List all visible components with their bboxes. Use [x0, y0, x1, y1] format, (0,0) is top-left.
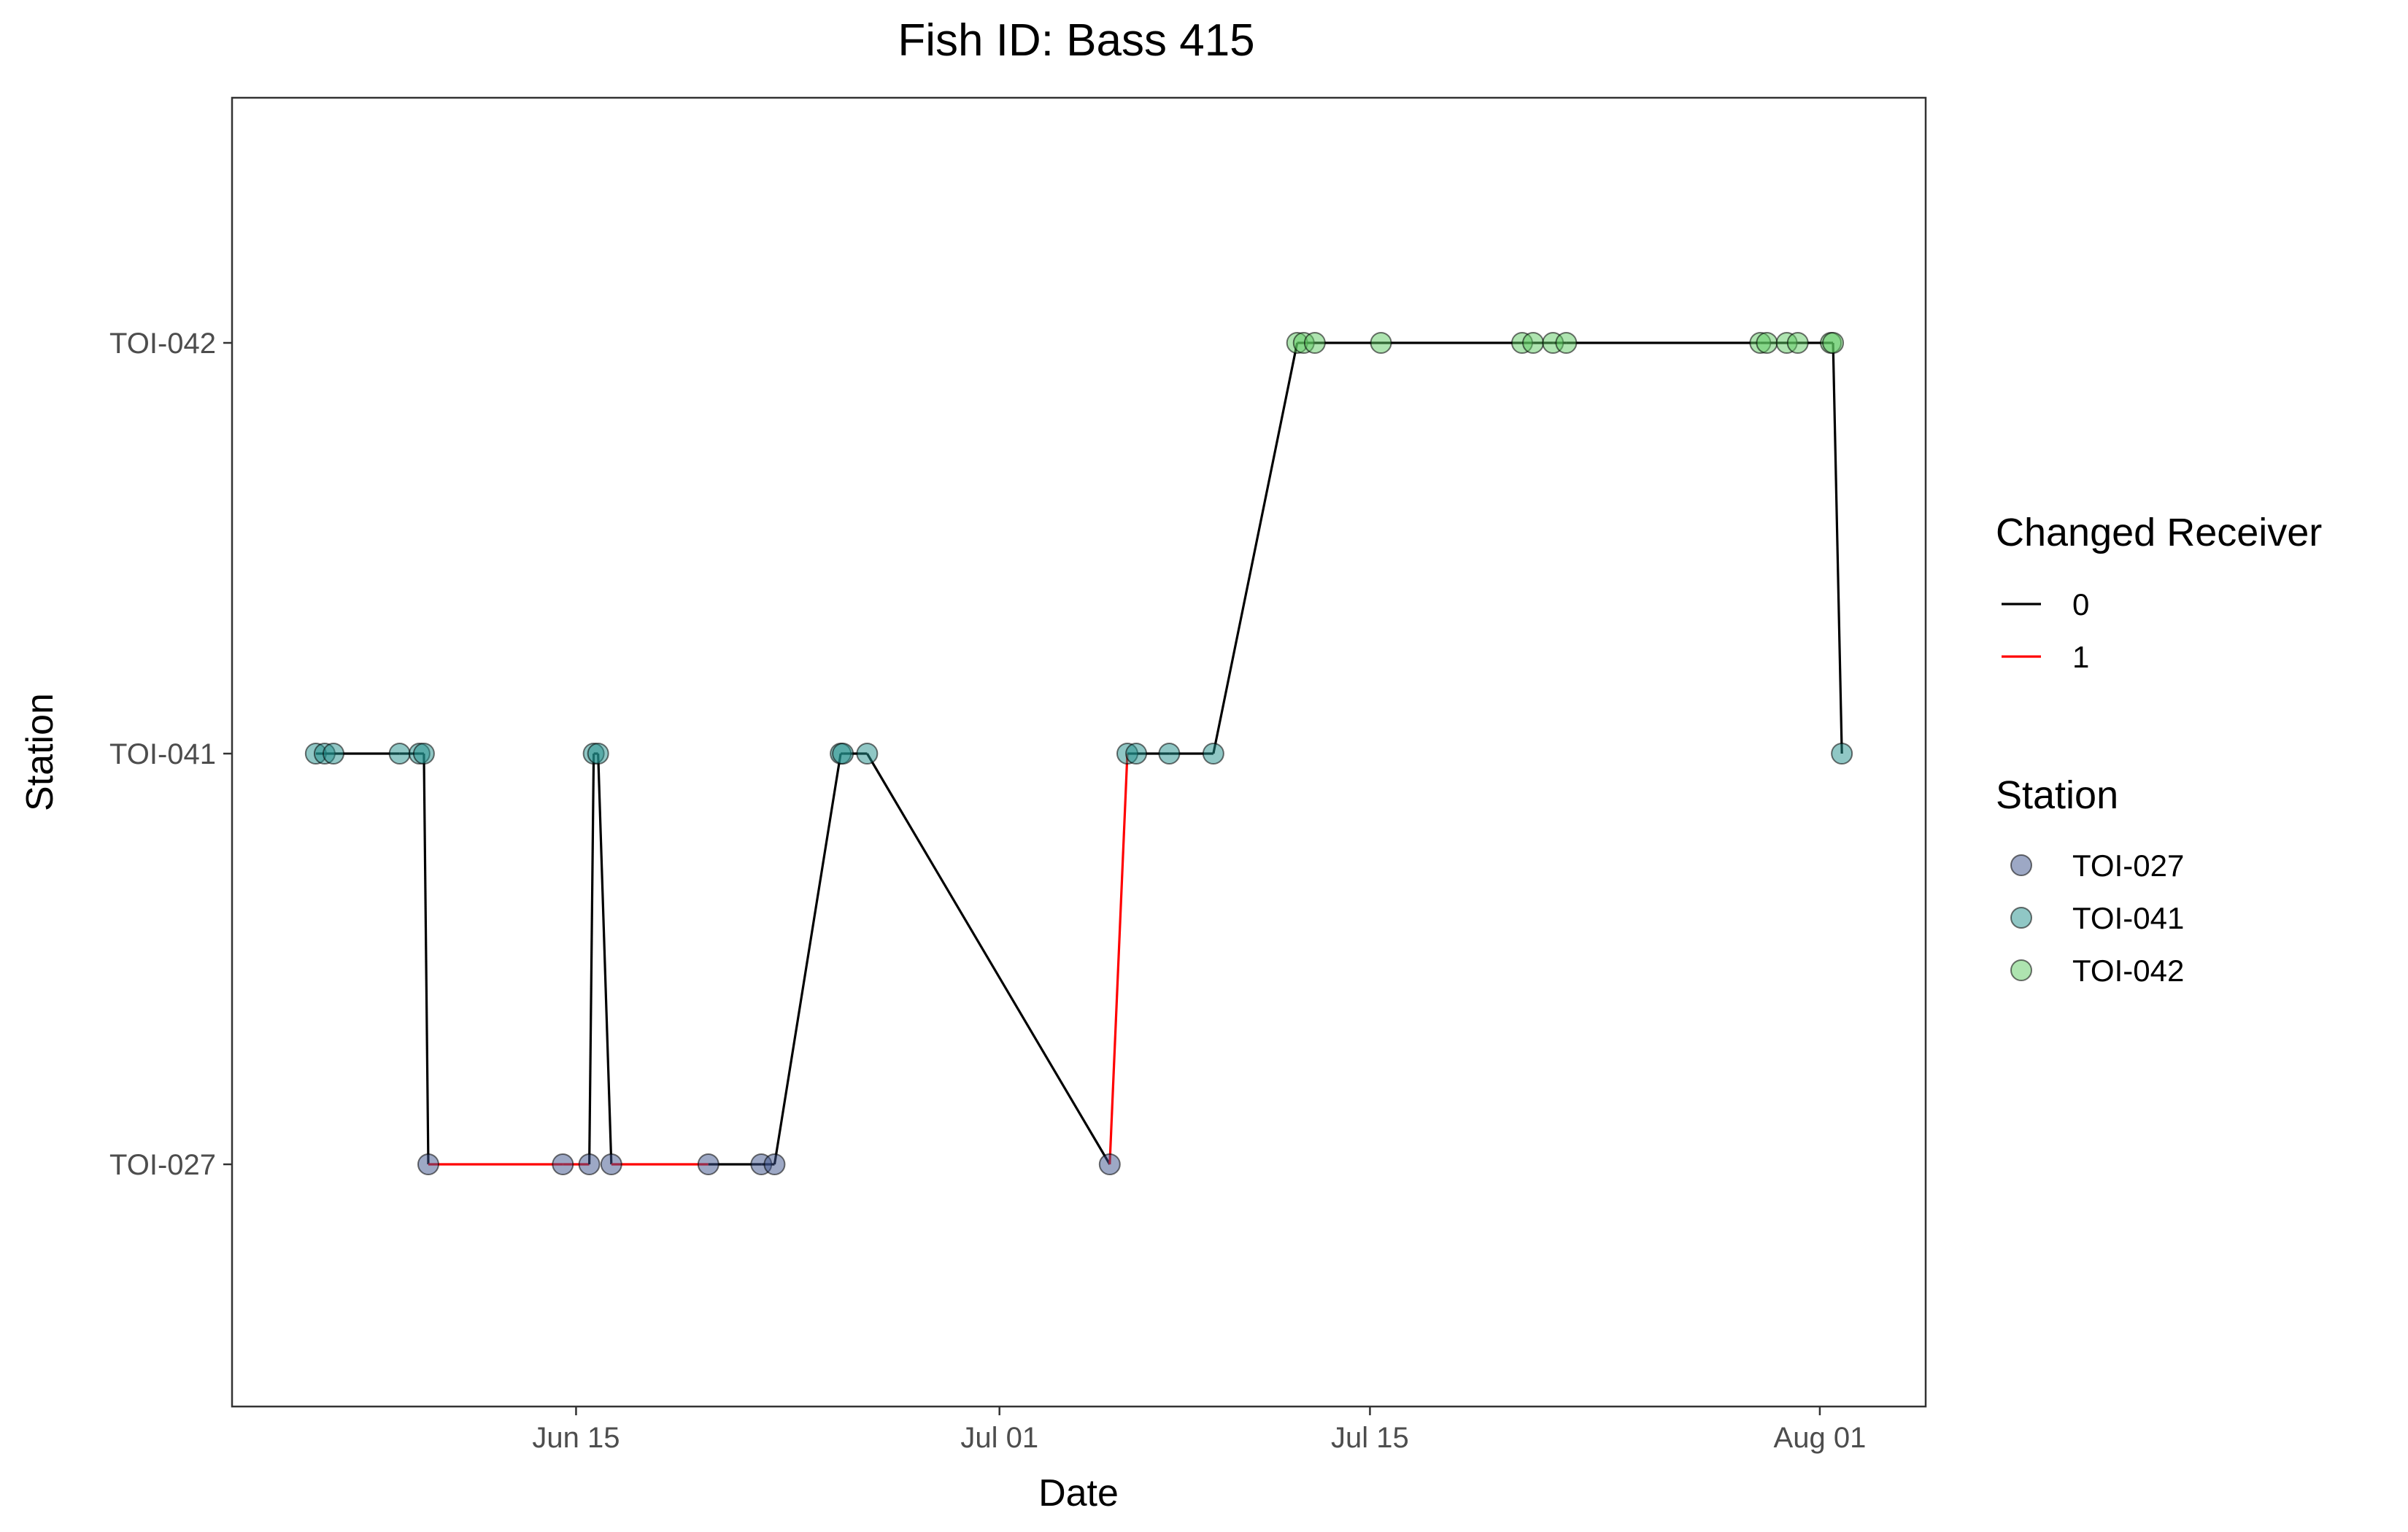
detection-point [1786, 332, 1809, 354]
detection-point [417, 1153, 439, 1175]
detection-point [763, 1153, 786, 1175]
detection-point [1831, 743, 1853, 765]
y-axis: TOI-027 TOI-041 TOI-042 [109, 328, 232, 1181]
legend: Changed Receiver 0 1 Station TOI-027 TOI-041 T… [1996, 511, 2322, 988]
detection-point [832, 743, 854, 765]
path-segment [422, 753, 430, 1165]
detection-point [1822, 332, 1845, 354]
detection-point [1202, 743, 1224, 765]
y-tick-label: TOI-041 [109, 738, 216, 770]
path-segment [587, 753, 595, 1165]
detection-point [388, 743, 411, 765]
path-segment [1832, 342, 1843, 754]
legend-title-station: Station [1996, 773, 2118, 817]
path-segment [773, 753, 842, 1165]
path-segment [1108, 753, 1129, 1165]
connecting-lines [315, 341, 1843, 1166]
x-axis: Jun 15 Jul 01 Jul 15 Aug 01 [532, 1407, 1866, 1454]
detection-point [1125, 743, 1148, 765]
x-tick-label: Aug 01 [1774, 1422, 1867, 1454]
path-segment [865, 753, 1111, 1165]
detection-point [856, 743, 879, 765]
legend-label: TOI-041 [2072, 901, 2184, 935]
detection-point [697, 1153, 719, 1175]
y-tick-label: TOI-042 [109, 328, 216, 360]
legend-label: 0 [2072, 587, 2089, 622]
x-tick-label: Jun 15 [532, 1422, 620, 1454]
y-axis-title: Station [19, 693, 61, 811]
legend-label: TOI-042 [2072, 953, 2184, 988]
legend-key-point [2010, 907, 2032, 929]
detection-point [1522, 332, 1545, 354]
legend-title-changed-receiver: Changed Receiver [1996, 511, 2322, 554]
legend-label: TOI-027 [2072, 848, 2184, 883]
path-segment [1212, 342, 1299, 754]
detection-point [1756, 332, 1778, 354]
detection-points [304, 332, 1853, 1175]
detection-point [1158, 743, 1181, 765]
x-axis-title: Date [1038, 1472, 1119, 1514]
path-segment [597, 753, 613, 1165]
legend-key-point [2010, 959, 2032, 981]
x-tick-label: Jul 01 [960, 1422, 1038, 1454]
detection-point [1303, 332, 1326, 354]
detection-point [1555, 332, 1578, 354]
detection-point [1370, 332, 1392, 354]
legend-label: 1 [2072, 640, 2089, 674]
x-tick-label: Jul 15 [1331, 1422, 1409, 1454]
y-tick-label: TOI-027 [109, 1149, 216, 1181]
detection-point [412, 743, 435, 765]
detection-point [578, 1153, 601, 1175]
detection-point [600, 1153, 622, 1175]
detection-point [323, 743, 345, 765]
legend-key-point [2010, 854, 2032, 876]
chart-title: Fish ID: Bass 415 [898, 15, 1254, 66]
plot-panel [231, 96, 1927, 1408]
detection-point [1098, 1153, 1121, 1175]
detection-point [587, 743, 609, 765]
detection-point [552, 1153, 574, 1175]
